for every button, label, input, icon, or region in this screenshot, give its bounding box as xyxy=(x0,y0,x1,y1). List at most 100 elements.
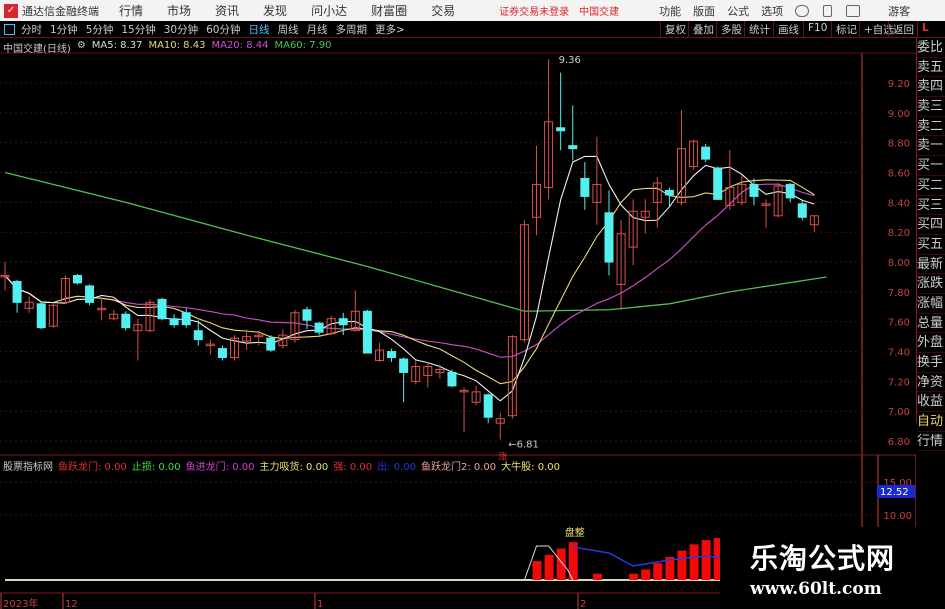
quote-field-14[interactable]: 总量 xyxy=(917,314,945,334)
menu-layout[interactable]: 版面 xyxy=(693,4,716,18)
candle-body xyxy=(689,140,699,168)
quote-side-panel: 委比 卖五 卖四 卖三 卖二 卖一 买一 买二 买三 买四 买五 最新 涨跌 涨幅 总量 外盘 换手 净资 收益 自动… xyxy=(916,38,945,452)
quote-field-0[interactable]: 委比 xyxy=(917,38,945,58)
price-chart[interactable]: 9.20 9.00 8.80 8.60 8.40 8.20 8.00 7.80 7.60 7.40… xyxy=(0,38,916,609)
candle xyxy=(60,275,70,304)
y-tick-label: 8.60 xyxy=(888,169,910,180)
period-tab[interactable]: 分时 xyxy=(21,23,42,36)
quote-field-1[interactable]: 卖五 xyxy=(917,58,945,78)
quote-field-17[interactable]: 净资 xyxy=(917,373,945,393)
candle xyxy=(24,296,34,313)
period-tab[interactable]: 30分钟 xyxy=(163,23,199,36)
indicator-bar xyxy=(556,548,566,580)
quote-field-9[interactable]: 买四 xyxy=(917,215,945,235)
menu-item-discover[interactable]: 发现 xyxy=(263,4,288,18)
quote-field-3[interactable]: 卖三 xyxy=(917,97,945,117)
candle xyxy=(48,303,58,328)
candle xyxy=(157,297,167,321)
candle xyxy=(459,387,469,433)
menu-item-wealth[interactable]: 财富圈 xyxy=(371,4,408,18)
period-tab[interactable]: 多周期 xyxy=(335,23,368,36)
candle-body xyxy=(507,336,517,417)
quote-field-16[interactable]: 换手 xyxy=(917,353,945,373)
menu-item-trade[interactable]: 交易 xyxy=(431,4,456,18)
candle xyxy=(785,182,795,203)
candle-body xyxy=(749,183,759,197)
stats-button[interactable]: 统计 xyxy=(744,21,774,38)
f10-button[interactable]: F10 xyxy=(803,21,831,38)
menu-options[interactable]: 选项 xyxy=(761,4,784,18)
quote-field-6[interactable]: 买一 xyxy=(917,156,945,176)
quote-field-19[interactable]: 自动 xyxy=(917,412,945,432)
quote-field-11[interactable]: 最新 xyxy=(917,255,945,275)
indicator-field: 止损: 0.00 xyxy=(131,462,181,473)
quote-field-10[interactable]: 买五 xyxy=(917,235,945,255)
y-tick-label: 8.20 xyxy=(888,228,910,239)
period-tab[interactable]: 周线 xyxy=(277,23,299,36)
quote-field-4[interactable]: 卖二 xyxy=(917,117,945,137)
period-more[interactable]: 更多> xyxy=(375,23,405,36)
watermark: 乐淘公式网 www.60lt.com xyxy=(720,527,945,609)
menu-item-news[interactable]: 资讯 xyxy=(215,4,240,18)
menu-item-quotes[interactable]: 行情 xyxy=(119,4,144,18)
candle-body xyxy=(0,274,10,278)
headset-icon[interactable] xyxy=(795,4,810,17)
candle-body xyxy=(761,203,771,206)
menu-function[interactable]: 功能 xyxy=(659,4,682,18)
quote-field-12[interactable]: 涨跌 xyxy=(917,274,945,294)
quote-field-13[interactable]: 涨幅 xyxy=(917,294,945,314)
draw-button[interactable]: 画线 xyxy=(773,21,803,38)
quote-field-5[interactable]: 卖一 xyxy=(917,136,945,157)
candle-body xyxy=(133,324,143,332)
quote-field-8[interactable]: 买三 xyxy=(917,196,945,216)
candle-body xyxy=(604,212,614,263)
date-label: 2 xyxy=(580,599,586,609)
period-tab[interactable]: 1分钟 xyxy=(50,23,78,36)
adjust-button[interactable]: 复权 xyxy=(660,21,690,38)
layout-icon[interactable] xyxy=(4,23,15,35)
period-tab[interactable]: 15分钟 xyxy=(121,23,156,36)
indicator-field: 主力吸货: 0.00 xyxy=(259,462,329,473)
candle-body xyxy=(616,233,626,285)
candle xyxy=(314,321,324,336)
multi-stock-button[interactable]: 多股 xyxy=(716,21,746,38)
period-tab[interactable]: 60分钟 xyxy=(206,23,241,36)
phone-icon[interactable] xyxy=(823,4,833,17)
candle xyxy=(411,360,421,385)
app-title: 通达信金融终端 xyxy=(22,4,99,18)
current-value-box xyxy=(877,485,915,498)
candle-body xyxy=(544,121,554,188)
message-icon[interactable] xyxy=(846,4,861,17)
back-button[interactable]: 返回 xyxy=(888,21,918,38)
quote-field-2[interactable]: 卖四 xyxy=(917,77,945,98)
menu-formula[interactable]: 公式 xyxy=(727,4,750,18)
quote-field-7[interactable]: 买二 xyxy=(917,176,945,196)
quote-field-20[interactable]: 行情 xyxy=(917,432,945,452)
gear-icon[interactable]: ⚙ xyxy=(76,40,86,51)
ma20-line xyxy=(4,183,815,358)
low-label: ←6.81 xyxy=(508,440,539,451)
period-tab[interactable]: 月线 xyxy=(306,23,328,36)
user-label[interactable]: 游客 xyxy=(888,4,911,18)
period-tab[interactable]: 5分钟 xyxy=(85,23,114,36)
indicator-name[interactable]: 股票指标网 xyxy=(3,462,53,473)
login-status[interactable]: 证券交易未登录 xyxy=(499,7,570,18)
period-tab-daily[interactable]: 日线 xyxy=(248,23,270,36)
quote-field-15[interactable]: 外盘 xyxy=(917,333,945,353)
candle-body xyxy=(145,301,155,332)
mark-button[interactable]: 标记 xyxy=(831,21,861,38)
candle-body xyxy=(374,349,384,362)
candle-body xyxy=(459,389,469,393)
menu-item-market[interactable]: 市场 xyxy=(167,4,192,18)
candle-body xyxy=(362,310,372,354)
ma10-value: MA10: 8.43 xyxy=(148,40,206,51)
menu-item-ask[interactable]: 问小达 xyxy=(311,4,348,18)
add-watchlist-button[interactable]: +自选 xyxy=(859,21,898,38)
candle-body xyxy=(471,391,481,403)
high-label: 9.36 xyxy=(559,55,581,66)
candle xyxy=(266,335,276,352)
indicator-bar xyxy=(568,542,578,580)
overlay-button[interactable]: 叠加 xyxy=(688,21,718,38)
quote-field-18[interactable]: 收益 xyxy=(917,392,945,413)
corner-label[interactable]: L xyxy=(917,21,933,38)
